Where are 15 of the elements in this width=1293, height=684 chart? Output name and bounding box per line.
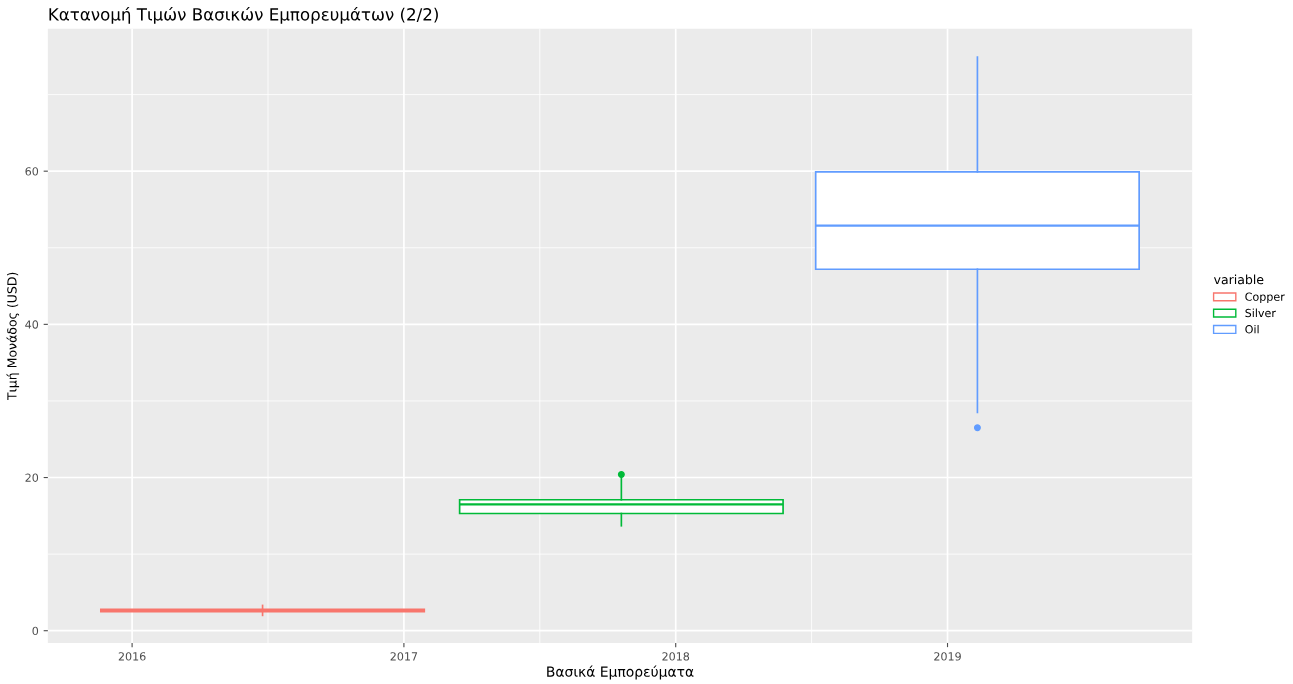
y-tick-label: 20 bbox=[25, 473, 39, 482]
x-axis-title: Βασικά Εμπορεύματα bbox=[547, 665, 694, 680]
y-tick-label: 60 bbox=[25, 167, 39, 176]
y-tick-label: 0 bbox=[32, 626, 39, 636]
legend-label: Oil bbox=[1245, 324, 1259, 334]
legend-label: Silver bbox=[1245, 308, 1276, 318]
x-tick-label: 2016 bbox=[118, 652, 146, 661]
x-tick-label: 2018 bbox=[662, 652, 690, 661]
y-tick-label: 40 bbox=[25, 320, 39, 329]
legend-title: variable bbox=[1213, 274, 1264, 285]
y-axis-title: Τιμή Μονάδος (USD) bbox=[6, 272, 20, 401]
legend-label: Copper bbox=[1245, 292, 1285, 304]
x-tick-label: 2019 bbox=[934, 652, 961, 661]
chart-title: Κατανομή Τιμών Βασικών Εμπορευμάτων (2/2) bbox=[49, 7, 438, 24]
x-tick-label: 2017 bbox=[390, 652, 418, 661]
